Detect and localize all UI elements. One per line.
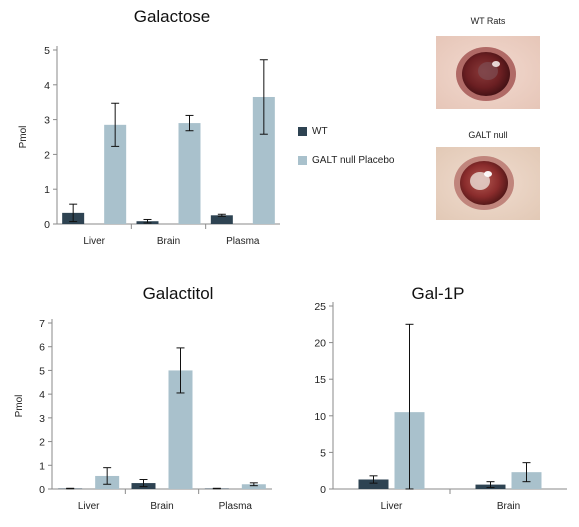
bar-galt-null-placebo-brain — [178, 123, 201, 224]
legend-swatch-wt — [298, 127, 307, 136]
y-tick-label: 5 — [39, 365, 45, 377]
chart-title: Gal-1P — [412, 284, 465, 303]
x-tick-label-brain: Brain — [157, 236, 180, 247]
y-tick-label: 0 — [44, 219, 50, 231]
legend-item-wt: WT — [298, 126, 394, 137]
bar-wt-liver — [358, 479, 389, 489]
y-tick-label: 2 — [39, 437, 45, 449]
legend-label-wt: WT — [312, 126, 328, 137]
bar-galt-null-placebo-liver — [104, 124, 127, 224]
galt-photo-label: GALT null — [468, 130, 508, 140]
wt-photo-label: WT Rats — [470, 16, 506, 26]
x-tick-label-brain: Brain — [150, 501, 173, 512]
x-tick-label-liver: Liver — [78, 501, 100, 512]
x-tick-label-brain: Brain — [497, 501, 520, 512]
galt-null-rat-eye-photo — [436, 147, 540, 220]
chart-title: Galactose — [134, 7, 211, 26]
y-tick-label: 20 — [314, 338, 326, 350]
y-tick-label: 10 — [314, 411, 326, 423]
bar-galt-null-placebo-plasma — [252, 96, 275, 224]
y-tick-label: 15 — [314, 374, 326, 386]
y-tick-label: 25 — [314, 301, 326, 313]
legend: WT GALT null Placebo — [298, 126, 394, 166]
y-tick-label: 4 — [44, 80, 50, 92]
x-tick-label-plasma: Plasma — [219, 501, 253, 512]
legend-label-galt: GALT null Placebo — [312, 155, 395, 166]
y-tick-label: 0 — [320, 484, 326, 496]
x-tick-label-liver: Liver — [83, 236, 105, 247]
chart-title: Galactitol — [143, 284, 214, 303]
wt-rat-eye-photo — [436, 36, 540, 109]
y-tick-label: 6 — [39, 342, 45, 354]
y-tick-label: 0 — [39, 484, 45, 496]
y-axis-label: Pmol — [18, 126, 29, 149]
y-tick-label: 7 — [39, 318, 45, 330]
y-tick-label: 2 — [44, 149, 50, 161]
legend-swatch-galt — [298, 156, 307, 165]
bar-galt-null-placebo-plasma — [241, 484, 266, 489]
y-tick-label: 1 — [39, 460, 45, 472]
y-tick-label: 3 — [44, 115, 50, 127]
gal-1p-chart: Gal-1P 0 5 10 15 20 25 Liver Brain — [314, 284, 567, 512]
bar-wt-plasma — [210, 215, 233, 224]
y-tick-label: 4 — [39, 389, 45, 401]
galactose-chart: Galactose Pmol 0 1 2 3 4 5 Liver Brain Plasma — [18, 7, 280, 247]
y-axis-label: Pmol — [14, 395, 25, 418]
y-tick-label: 5 — [320, 447, 326, 459]
y-tick-label: 5 — [44, 45, 50, 57]
y-tick-label: 3 — [39, 413, 45, 425]
galactitol-chart: Galactitol Pmol 0 1 2 3 4 5 6 7 Liver Brain Plasma — [14, 284, 272, 512]
legend-item-galt: GALT null Placebo — [298, 155, 394, 166]
y-tick-label: 1 — [44, 184, 50, 196]
x-tick-label-liver: Liver — [381, 501, 403, 512]
x-tick-label-plasma: Plasma — [226, 236, 260, 247]
